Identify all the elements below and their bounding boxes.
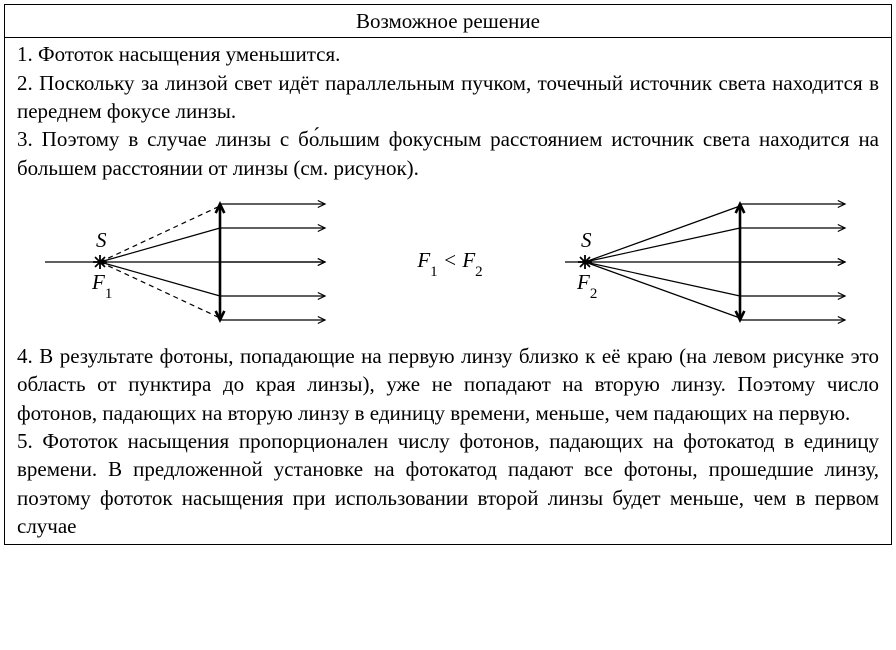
outer-border: Возможное решение 1. Фототок насыщения у… (4, 4, 892, 545)
diagram-right: S F2 (565, 192, 855, 332)
diagram-row: S F1 F1 < F2 S F2 (17, 182, 879, 342)
paragraph-1: 1. Фототок насыщения уменьшится. (17, 40, 879, 68)
source-label: S (581, 226, 592, 254)
paragraph-4: 4. В результате фотоны, попадающие на пе… (17, 342, 879, 427)
source-label: S (96, 226, 107, 254)
page-container: Возможное решение 1. Фототок насыщения у… (0, 4, 896, 650)
paragraph-2: 2. Поскольку за линзой свет идёт паралле… (17, 69, 879, 126)
paragraph-3: 3. Поэтому в случае линзы с бо́льшим фок… (17, 125, 879, 182)
diagram-left: S F1 (45, 192, 335, 332)
header-cell: Возможное решение (5, 5, 891, 38)
body-cell: 1. Фототок насыщения уменьшится. 2. Поск… (5, 38, 891, 544)
focus-label: F2 (577, 268, 597, 300)
header-title: Возможное решение (356, 9, 540, 33)
focus-label: F1 (92, 268, 112, 300)
focal-inequality-label: F1 < F2 (411, 246, 488, 278)
paragraph-5: 5. Фототок насыщения пропорционален числ… (17, 427, 879, 540)
